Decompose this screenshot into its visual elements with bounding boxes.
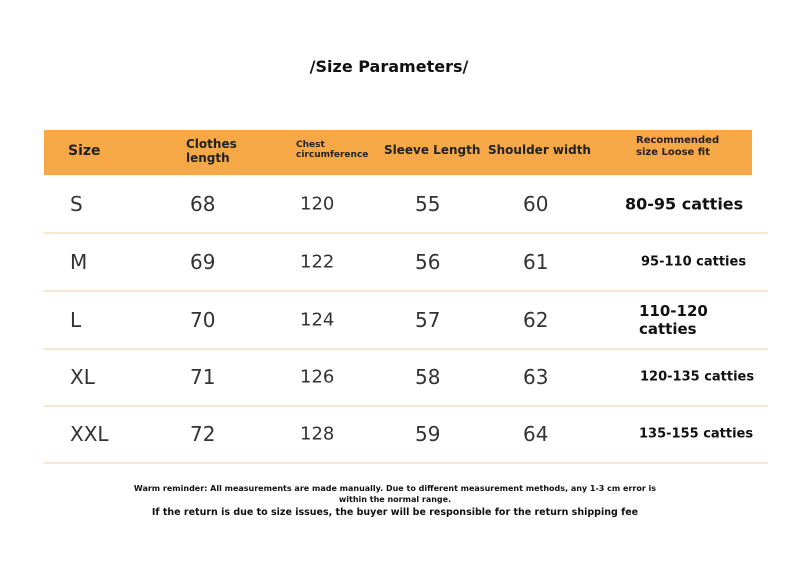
cell-length: 71 xyxy=(190,364,216,389)
table-row: XXL 72 128 59 64 135-155 catties xyxy=(44,405,768,464)
table-row: L 70 124 57 62 110-120 catties xyxy=(44,291,768,350)
table-row: XL 71 126 58 63 120-135 catties xyxy=(44,348,768,407)
cell-sleeve: 58 xyxy=(415,364,441,389)
cell-size: L xyxy=(70,307,82,332)
page-title: /Size Parameters/ xyxy=(309,57,469,76)
cell-sleeve: 59 xyxy=(415,421,441,446)
table-header: Size Clothes length Chest circumference … xyxy=(44,130,752,175)
header-size: Size xyxy=(68,143,101,159)
cell-sleeve: 57 xyxy=(415,307,441,332)
cell-size: M xyxy=(70,249,88,274)
cell-shoulder: 60 xyxy=(523,191,549,216)
cell-shoulder: 61 xyxy=(523,249,549,274)
table-row: S 68 120 55 60 80-95 catties xyxy=(44,175,768,234)
header-sleeve-length: Sleeve Length xyxy=(384,143,481,157)
cell-chest: 126 xyxy=(300,366,335,387)
table-row: M 69 122 56 61 95-110 catties xyxy=(44,233,768,292)
header-shoulder-width: Shoulder width xyxy=(488,143,591,157)
cell-recommended: 135-155 catties xyxy=(639,426,754,441)
reminder-line-1: Warm reminder: All measurements are made… xyxy=(133,484,657,493)
cell-length: 72 xyxy=(190,421,216,446)
header-recommended: Recommended size Loose fit xyxy=(636,135,720,158)
cell-recommended: 95-110 catties xyxy=(641,254,747,269)
cell-size: XXL xyxy=(70,421,109,446)
header-clothes-length: Clothes length xyxy=(186,137,237,165)
cell-chest: 124 xyxy=(300,309,335,330)
cell-recommended: 110-120 catties xyxy=(639,301,708,338)
cell-chest: 120 xyxy=(300,193,335,214)
cell-length: 70 xyxy=(190,307,216,332)
cell-shoulder: 64 xyxy=(523,421,549,446)
cell-shoulder: 63 xyxy=(523,364,549,389)
cell-size: XL xyxy=(70,364,95,389)
header-chest: Chest circumference xyxy=(296,140,369,161)
cell-chest: 122 xyxy=(300,251,335,272)
cell-length: 68 xyxy=(190,191,216,216)
reminder-line-2: within the normal range. xyxy=(338,495,452,504)
cell-size: S xyxy=(70,191,83,216)
cell-shoulder: 62 xyxy=(523,307,549,332)
return-policy-note: If the return is due to size issues, the… xyxy=(151,507,639,518)
cell-recommended: 120-135 catties xyxy=(640,369,755,384)
cell-sleeve: 55 xyxy=(415,191,441,216)
cell-length: 69 xyxy=(190,249,216,274)
cell-recommended: 80-95 catties xyxy=(625,194,744,213)
cell-sleeve: 56 xyxy=(415,249,441,274)
cell-chest: 128 xyxy=(300,423,335,444)
